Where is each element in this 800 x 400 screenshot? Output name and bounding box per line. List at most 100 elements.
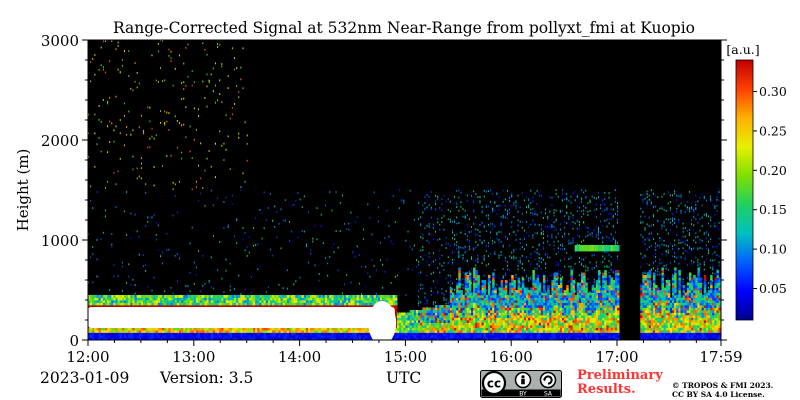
heatmap-cell — [295, 297, 298, 301]
heatmap-cell — [132, 295, 135, 298]
heatmap-cell — [115, 332, 119, 336]
heatmap-cell — [231, 332, 235, 336]
heatmap-cell — [348, 305, 351, 308]
heatmap-cell — [519, 281, 521, 284]
heatmap-cell — [528, 315, 531, 318]
heatmap-cell — [261, 327, 265, 331]
heatmap-cell — [435, 322, 438, 326]
heatmap-cell — [274, 337, 277, 340]
heatmap-cell — [293, 305, 296, 308]
heatmap-cell — [240, 330, 243, 333]
heatmap-cell — [178, 302, 182, 306]
heatmap-cell — [496, 325, 499, 328]
heatmap-cell — [231, 203, 233, 206]
heatmap-cell — [435, 337, 438, 340]
heatmap-cell — [411, 312, 415, 316]
heatmap-cell — [98, 105, 100, 107]
heatmap-cell — [426, 274, 428, 277]
heatmap-cell — [303, 337, 307, 340]
heatmap-cell — [318, 335, 322, 338]
heatmap-cell — [468, 231, 470, 234]
heatmap-cell — [147, 332, 150, 336]
heatmap-cell — [261, 337, 265, 340]
heatmap-cell — [329, 305, 332, 308]
heatmap-cell — [255, 302, 258, 306]
heatmap-cell — [449, 286, 451, 289]
heatmap-cell — [456, 287, 459, 291]
heatmap-cell — [473, 297, 476, 301]
heatmap-cell — [348, 330, 351, 333]
heatmap-cell — [168, 300, 171, 303]
heatmap-cell — [454, 322, 457, 326]
heatmap-cell — [396, 320, 400, 323]
heatmap-cell — [422, 332, 425, 336]
heatmap-cell — [506, 307, 510, 311]
heatmap-cell — [496, 337, 499, 340]
heatmap-cell — [104, 332, 108, 336]
heatmap-cell — [515, 320, 518, 323]
heatmap-cell — [153, 214, 155, 216]
heatmap-cell — [297, 332, 300, 336]
heatmap-cell — [130, 305, 133, 308]
heatmap-cell — [460, 231, 462, 234]
heatmap-cell — [238, 335, 241, 338]
heatmap-cell — [354, 327, 358, 331]
heatmap-cell — [178, 330, 182, 333]
heatmap-cell — [517, 327, 521, 331]
heatmap-cell — [210, 285, 212, 288]
heatmap-cell — [377, 220, 379, 223]
heatmap-cell — [422, 283, 424, 286]
heatmap-cell — [466, 317, 470, 321]
heatmap-cell — [318, 300, 322, 303]
heatmap-cell — [223, 305, 226, 308]
heatmap-cell — [460, 322, 463, 326]
heatmap-cell — [420, 330, 423, 333]
heatmap-cell — [445, 242, 447, 245]
heatmap-cell — [496, 327, 499, 331]
heatmap-cell — [481, 327, 485, 331]
heatmap-cell — [126, 126, 128, 128]
heatmap-cell — [121, 327, 125, 331]
heatmap-cell — [492, 282, 495, 286]
heatmap-cell — [98, 295, 102, 298]
heatmap-cell — [217, 269, 219, 271]
heatmap-cell — [458, 327, 461, 331]
heatmap-cell — [354, 330, 358, 333]
heatmap-cell — [367, 272, 369, 274]
heatmap-cell — [373, 191, 375, 194]
heatmap-cell — [172, 295, 176, 298]
heatmap-cell — [360, 302, 364, 306]
heatmap-cell — [523, 229, 525, 232]
heatmap-cell — [504, 317, 508, 321]
heatmap-cell — [532, 290, 535, 293]
heatmap-cell — [329, 335, 332, 338]
heatmap-cell — [394, 295, 398, 298]
heatmap-cell — [219, 302, 222, 306]
heatmap-cell — [437, 291, 439, 293]
heatmap-cell — [511, 195, 513, 198]
heatmap-cell — [500, 305, 504, 308]
heatmap-cell — [117, 275, 119, 278]
heatmap-cell — [212, 302, 216, 306]
heatmap-cell — [456, 282, 459, 286]
heatmap-cell — [451, 337, 455, 340]
heatmap-cell — [519, 259, 521, 262]
heatmap-cell — [528, 310, 531, 313]
heatmap-cell — [214, 84, 216, 87]
heatmap-cell — [132, 327, 135, 331]
heatmap-cell — [394, 315, 398, 318]
heatmap-cell — [168, 48, 170, 51]
heatmap-cell — [174, 337, 178, 340]
heatmap-cell — [394, 221, 396, 223]
heatmap-cell — [341, 295, 345, 298]
heatmap-cell — [504, 292, 508, 296]
heatmap-cell — [477, 295, 480, 298]
heatmap-cell — [443, 215, 445, 217]
heatmap-cell — [88, 337, 91, 340]
heatmap-cell — [210, 305, 214, 308]
heatmap-cell — [301, 206, 303, 209]
heatmap-cell — [521, 302, 525, 306]
heatmap-cell — [363, 335, 366, 338]
heatmap-cell — [466, 307, 470, 311]
heatmap-cell — [492, 337, 495, 340]
